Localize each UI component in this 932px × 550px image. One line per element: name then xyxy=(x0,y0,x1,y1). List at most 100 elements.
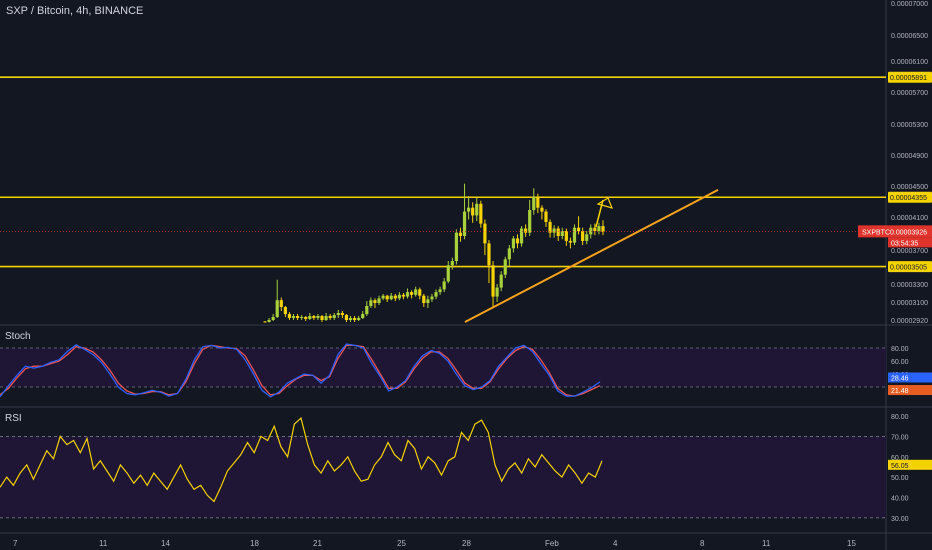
time-tick-label: Feb xyxy=(545,539,559,548)
rsi-tick-label: 70.00 xyxy=(891,434,909,441)
candle-body xyxy=(397,294,401,299)
candle-body xyxy=(458,232,463,236)
candle-body xyxy=(263,321,267,323)
price-tick-label: 0.00005300 xyxy=(891,122,928,129)
level-price-label: 0.00003505 xyxy=(890,265,927,272)
stoch-d-line xyxy=(0,344,601,397)
candle-body xyxy=(300,317,304,318)
candle-body xyxy=(312,316,316,318)
candle-body xyxy=(483,223,487,244)
candle-body xyxy=(597,226,601,232)
time-tick-label: 14 xyxy=(161,539,170,548)
candle-body xyxy=(519,228,524,244)
candle-body xyxy=(401,294,406,297)
candle-body xyxy=(405,292,410,297)
candle-body xyxy=(479,203,483,224)
candle-body xyxy=(495,287,499,297)
stoch-k-tag xyxy=(888,372,932,383)
candle-body xyxy=(560,231,564,236)
candle-body xyxy=(528,210,532,233)
countdown-tag xyxy=(888,237,932,248)
candle-body xyxy=(601,226,605,232)
level-price-label: 0.00004355 xyxy=(890,195,927,202)
candle-body xyxy=(507,248,511,260)
price-tick-label: 0.00007000 xyxy=(891,1,928,8)
level-price-tag xyxy=(888,191,932,203)
candle-body xyxy=(450,261,454,266)
candle-body xyxy=(418,289,422,296)
level-price-label: 0.00005891 xyxy=(890,75,927,82)
time-tick-label: 15 xyxy=(847,539,856,548)
time-tick-label: 28 xyxy=(462,539,471,548)
candle-body xyxy=(556,228,560,236)
candle-body xyxy=(389,295,393,300)
projection-arrowhead xyxy=(596,197,614,209)
candle-body xyxy=(532,196,536,211)
candle-body xyxy=(564,231,568,241)
candle-body xyxy=(426,299,430,303)
price-tick-label: 0.00003100 xyxy=(891,300,928,307)
candle-body xyxy=(328,316,332,318)
candle-body xyxy=(540,207,544,212)
time-tick-label: 4 xyxy=(613,539,618,548)
stoch-k-line xyxy=(0,343,601,398)
candle-body xyxy=(434,292,438,297)
candle-body xyxy=(352,318,357,320)
stoch-title: Stoch xyxy=(5,331,31,342)
candle-body xyxy=(572,227,577,243)
rsi-tick-label: 80.00 xyxy=(891,414,909,421)
candle-body xyxy=(446,265,450,282)
stoch-tick-label: 60.00 xyxy=(891,359,909,366)
candle-body xyxy=(340,313,344,315)
candle-body xyxy=(576,227,581,232)
candle-body xyxy=(581,231,585,241)
candle-body xyxy=(381,295,385,299)
time-tick-label: 18 xyxy=(250,539,259,548)
candle-body xyxy=(499,274,503,288)
candle-body xyxy=(336,313,340,315)
rsi-title: RSI xyxy=(5,413,22,424)
candle-body xyxy=(304,317,308,319)
candle-body xyxy=(410,292,414,295)
time-tick-label: 11 xyxy=(99,539,108,548)
candle-body xyxy=(369,300,373,306)
candle-body xyxy=(393,295,397,299)
candle-body xyxy=(524,228,528,233)
candle-body xyxy=(357,318,361,320)
candle-body xyxy=(279,300,283,307)
rsi-tick-label: 60.00 xyxy=(891,455,909,462)
candle-body xyxy=(471,207,475,216)
candle-body xyxy=(454,232,458,262)
rsi-tick-label: 50.00 xyxy=(891,475,909,482)
candle-body xyxy=(503,259,507,275)
candle-body xyxy=(414,289,418,295)
level-price-tag xyxy=(888,261,932,273)
candle-body xyxy=(320,316,324,320)
rsi-tick-label: 30.00 xyxy=(891,516,909,523)
time-tick-label: 21 xyxy=(313,539,322,548)
candle-body xyxy=(487,243,491,266)
candle-body xyxy=(348,318,353,320)
price-tick-label: 0.00002920 xyxy=(891,318,928,325)
price-tick-label: 0.00003300 xyxy=(891,282,928,289)
time-tick-label: 25 xyxy=(397,539,406,548)
chart-title: SXP / Bitcoin, 4h, BINANCE xyxy=(6,5,144,17)
candle-body xyxy=(287,314,292,318)
candle-body xyxy=(548,221,552,233)
time-tick-label: 8 xyxy=(700,539,705,548)
candle-body xyxy=(271,317,275,320)
time-tick-label: 7 xyxy=(13,539,18,548)
candle-body xyxy=(511,238,516,249)
candle-body xyxy=(544,211,548,222)
candle-body xyxy=(430,296,434,300)
ascending-trendline xyxy=(464,188,719,323)
current-price-tag xyxy=(858,225,932,238)
candle-body xyxy=(275,300,279,317)
candle-body xyxy=(308,316,312,319)
candle-body xyxy=(467,207,471,212)
rsi-band-fill xyxy=(0,436,886,518)
candle-body xyxy=(316,316,320,318)
candle-body xyxy=(515,238,520,244)
countdown-label: 03:54:35 xyxy=(891,240,918,247)
